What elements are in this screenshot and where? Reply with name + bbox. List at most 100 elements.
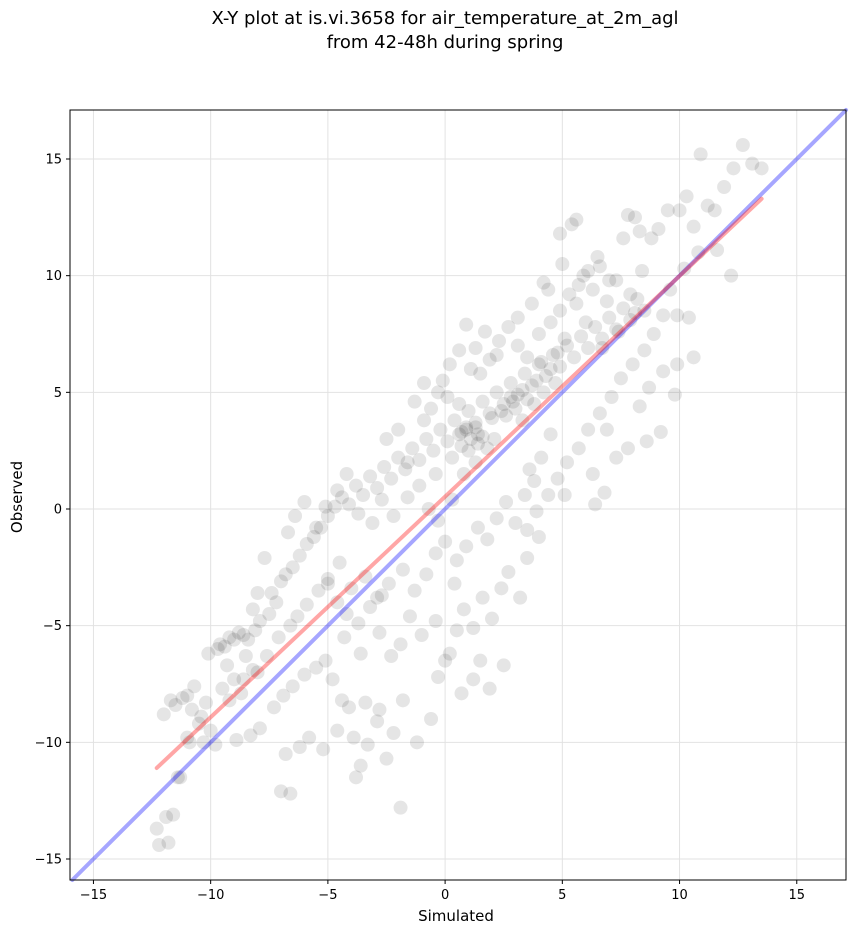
scatter-point	[391, 422, 406, 437]
scatter-point	[257, 551, 272, 565]
scatter-point	[677, 261, 692, 276]
x-tick-label: −10	[197, 888, 224, 903]
grid-layer	[70, 110, 846, 880]
scatter-point	[325, 672, 340, 687]
scatter-point	[372, 625, 387, 640]
scatter-point	[431, 670, 446, 684]
scatter-point	[538, 369, 553, 383]
scatter-point	[499, 495, 514, 509]
scatter-point	[477, 324, 492, 339]
scatter-point	[710, 243, 725, 257]
scatter-point	[656, 364, 671, 379]
scatter-point	[494, 404, 509, 418]
scatter-point	[602, 310, 617, 325]
scatter-point	[557, 488, 572, 502]
scatter-point	[363, 469, 378, 484]
reference-lines	[70, 108, 848, 882]
scatter-point	[569, 296, 584, 311]
scatter-point	[344, 581, 359, 596]
scatter-point	[363, 600, 378, 614]
scatter-point	[428, 614, 443, 628]
scatter-point	[588, 320, 603, 334]
scatter-point	[374, 492, 389, 507]
scatter-point	[252, 614, 267, 628]
scatter-point	[470, 436, 485, 451]
scatter-point	[581, 264, 596, 278]
scatter-point	[428, 546, 443, 561]
scatter-point	[531, 357, 546, 372]
scatter-point	[229, 733, 244, 747]
scatter-point	[320, 576, 335, 591]
scatter-point	[292, 740, 307, 754]
scatter-point	[461, 443, 476, 458]
scatter-point	[487, 432, 502, 446]
scatter-point	[370, 481, 385, 495]
scatter-point	[609, 273, 624, 288]
scatter-point	[639, 434, 654, 449]
scatter-point	[560, 455, 575, 470]
scatter-point	[480, 532, 495, 547]
scatter-point	[543, 315, 558, 330]
scatter-point	[409, 735, 424, 750]
scatter-point	[461, 404, 476, 418]
x-axis-label: Simulated	[418, 907, 494, 925]
scatter-point	[470, 520, 485, 535]
y-tick-label: 5	[54, 386, 62, 401]
scatter-point	[407, 394, 422, 409]
scatter-point	[424, 712, 439, 726]
scatter-point	[398, 462, 413, 477]
scatter-point	[459, 422, 474, 437]
scatter-point	[663, 282, 678, 297]
scatter-point	[656, 308, 671, 323]
scatter-point	[198, 695, 213, 710]
scatter-point	[620, 208, 635, 222]
scatter-point	[599, 294, 614, 309]
scatter-point	[628, 306, 643, 320]
scatter-point	[637, 343, 652, 358]
x-tick-label: 15	[788, 888, 805, 903]
scatter-point	[269, 595, 284, 610]
scatter-point	[449, 553, 464, 568]
scatter-point	[552, 226, 567, 241]
scatter-point	[473, 653, 488, 668]
scatter-point	[700, 198, 715, 213]
scatter-point	[365, 516, 380, 530]
scatter-point	[609, 450, 624, 465]
scatter-point	[417, 413, 432, 428]
scatter-point	[370, 590, 385, 605]
scatter-point	[175, 691, 190, 705]
scatter-point	[564, 217, 579, 232]
scatter-point	[351, 506, 366, 521]
scatter-point	[550, 471, 565, 486]
scatter-point	[459, 420, 474, 435]
chart-title: X-Y plot at is.vi.3658 for air_temperatu…	[211, 8, 678, 29]
scatter-point	[630, 292, 645, 306]
scatter-point	[339, 607, 354, 621]
scatter-point	[330, 723, 345, 738]
scatter-point	[332, 555, 347, 570]
scatter-point	[191, 716, 206, 731]
scatter-point	[745, 156, 760, 171]
scatter-point	[679, 189, 694, 204]
scatter-point	[567, 350, 582, 365]
scatter-point	[484, 411, 499, 425]
scatter-point	[543, 427, 558, 442]
scatter-point	[231, 625, 246, 640]
scatter-point	[281, 525, 296, 540]
scatter-point	[412, 453, 427, 467]
scatter-point	[482, 406, 497, 421]
scatter-point	[510, 310, 525, 325]
scatter-point	[386, 726, 401, 740]
scatter-point	[334, 693, 349, 708]
scatter-point	[625, 357, 640, 372]
scatter-point	[536, 385, 551, 400]
scatter-point	[604, 390, 619, 404]
scatter-point	[309, 660, 324, 675]
axes-frame	[69, 109, 847, 881]
scatter-point	[220, 658, 235, 673]
scatter-point	[353, 758, 368, 773]
x-tick-label: 0	[441, 888, 449, 903]
scatter-point	[581, 341, 596, 355]
scatter-point	[484, 611, 499, 626]
scatter-point	[168, 698, 183, 712]
